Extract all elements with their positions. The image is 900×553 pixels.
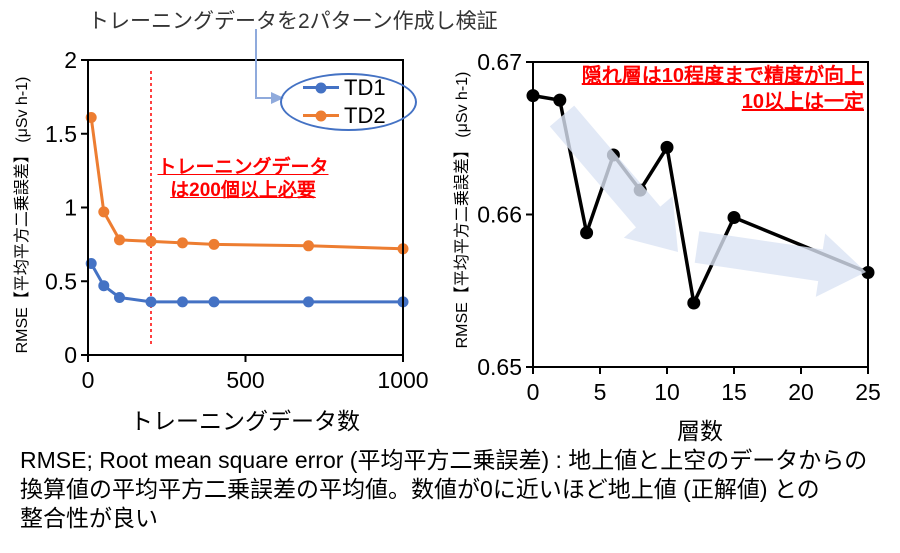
right-note-line1: 隠れ層は10程度まで精度が向上 — [581, 65, 864, 87]
y-tick-label: 0.5 — [45, 268, 77, 294]
data-point-rmse — [580, 226, 594, 240]
y-tick-label: 0.67 — [477, 49, 522, 75]
trend-arrow-down-right — [549, 105, 678, 252]
data-point-td1 — [98, 280, 110, 292]
left-x-axis-title: トレーニングデータ数 — [130, 408, 360, 434]
y-tick-label: 0.66 — [477, 202, 522, 228]
y-tick-label: 0.65 — [477, 354, 522, 380]
right-note-line2: 10以上は一定 — [741, 91, 864, 113]
data-point-td1 — [145, 296, 157, 308]
data-point-td1 — [114, 292, 125, 303]
x-tick-label: 0 — [527, 379, 540, 405]
legend: TD1 TD2 — [303, 75, 386, 128]
callout-arrow-line — [255, 29, 271, 99]
data-point-rmse — [687, 296, 701, 310]
x-tick-label: 20 — [788, 379, 814, 405]
legend-item-td1: TD1 — [303, 75, 386, 100]
top-callout-text: トレーニングデータを2パターン作成し検証 — [88, 10, 498, 33]
data-point-td1 — [303, 296, 314, 308]
x-tick-label: 5 — [594, 379, 607, 405]
td1-series-swatch — [303, 86, 339, 89]
left-note-line1: トレーニングデータ — [157, 157, 329, 178]
y-tick-label: 2 — [64, 47, 77, 73]
legend-ellipse-highlight — [280, 73, 417, 131]
data-point-td2 — [177, 237, 188, 249]
data-point-td2 — [208, 238, 220, 250]
data-point-rmse — [553, 93, 567, 107]
legend-label-td2: TD2 — [344, 103, 386, 128]
data-point-td2 — [114, 234, 125, 246]
series-line-td1 — [89, 262, 403, 304]
x-tick-label: 0 — [82, 367, 95, 393]
trend-arrow-flat — [694, 231, 866, 297]
right-y-axis-title: RMSE【平均平方二乗誤差】 (μSv h-1) — [454, 71, 471, 349]
left-note-line2: は200個以上必要 — [170, 180, 316, 201]
td2-series-swatch — [303, 114, 339, 117]
right-x-axis-title: 層数 — [677, 418, 723, 444]
data-point-td2 — [98, 206, 110, 218]
legend-item-td2: TD2 — [303, 103, 386, 128]
y-tick-label: 0 — [64, 342, 77, 368]
legend-label-td1: TD1 — [344, 75, 386, 100]
x-tick-label: 10 — [654, 379, 680, 405]
y-tick-label: 1 — [64, 195, 77, 221]
caption-line2: 換算値の平均平方二乗誤差の平均値。数値が0に近いほど地上値 (正解値) との — [20, 476, 820, 502]
y-tick-label: 1.5 — [45, 121, 77, 147]
callout-arrow-head — [271, 92, 284, 104]
x-tick-label: 15 — [721, 379, 747, 405]
data-point-td2 — [303, 240, 314, 252]
figure-caption: RMSE; Root mean square error (平均平方二乗誤差) … — [20, 446, 890, 533]
x-tick-label: 25 — [855, 379, 881, 405]
data-point-rmse — [727, 211, 741, 224]
caption-line3: 整合性が良い — [20, 505, 158, 531]
left-y-axis-title: RMSE【平均平方二乗誤差】 (μSv h-1) — [14, 76, 31, 354]
data-point-td1 — [177, 296, 188, 308]
caption-line1: RMSE; Root mean square error (平均平方二乗誤差) … — [20, 447, 868, 473]
left-chart-note: トレーニングデータ は200個以上必要 — [123, 156, 363, 202]
data-point-td2 — [145, 235, 157, 247]
data-point-td1 — [208, 296, 220, 308]
x-tick-label: 1000 — [377, 367, 428, 393]
right-chart-note: 隠れ層は10程度まで精度が向上 10以上は一定 — [548, 63, 864, 115]
data-point-rmse — [660, 140, 674, 154]
x-tick-label: 500 — [226, 367, 264, 393]
